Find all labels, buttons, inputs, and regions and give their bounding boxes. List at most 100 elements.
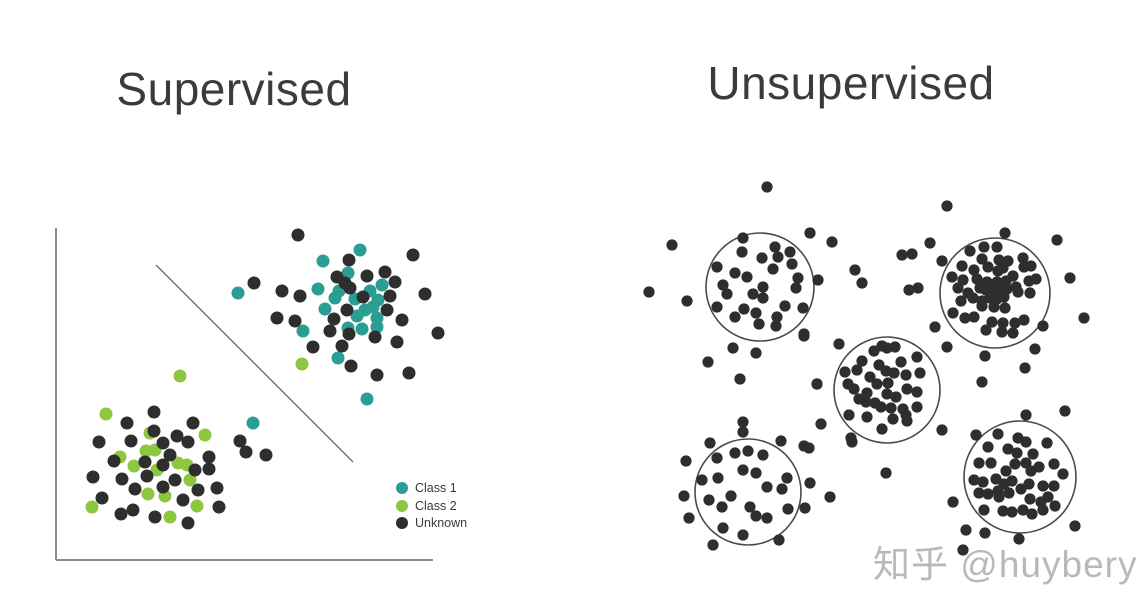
data-point-unknown bbox=[712, 472, 724, 484]
data-point-unknown bbox=[210, 481, 224, 495]
data-point-unknown bbox=[727, 342, 739, 354]
data-point-unknown bbox=[1048, 480, 1060, 492]
data-point-unknown bbox=[804, 477, 816, 489]
data-point-unknown bbox=[147, 424, 161, 438]
data-point-class2 bbox=[141, 487, 155, 501]
data-point-unknown bbox=[181, 435, 195, 449]
data-point-class1 bbox=[328, 291, 342, 305]
data-point-unknown bbox=[779, 300, 791, 312]
data-point-unknown bbox=[736, 246, 748, 258]
data-point-unknown bbox=[156, 458, 170, 472]
data-point-unknown bbox=[786, 258, 798, 270]
data-point-unknown bbox=[952, 282, 964, 294]
data-point-unknown bbox=[833, 338, 845, 350]
data-point-unknown bbox=[1025, 260, 1037, 272]
data-point-unknown bbox=[702, 356, 714, 368]
data-point-unknown bbox=[979, 527, 991, 539]
data-point-class1 bbox=[353, 243, 367, 257]
data-point-unknown bbox=[769, 241, 781, 253]
data-point-unknown bbox=[147, 405, 161, 419]
data-point-unknown bbox=[1024, 287, 1036, 299]
data-point-unknown bbox=[985, 457, 997, 469]
data-point-unknown bbox=[1023, 478, 1035, 490]
data-point-unknown bbox=[761, 481, 773, 493]
cluster-circle bbox=[833, 336, 941, 444]
data-point-unknown bbox=[911, 386, 923, 398]
data-point-class1 bbox=[246, 416, 260, 430]
data-point-unknown bbox=[1069, 520, 1081, 532]
data-point-unknown bbox=[896, 249, 908, 261]
data-point-unknown bbox=[188, 463, 202, 477]
data-point-unknown bbox=[941, 341, 953, 353]
cluster-circle bbox=[694, 438, 802, 546]
legend-label: Unknown bbox=[415, 516, 468, 530]
data-point-unknown bbox=[360, 269, 374, 283]
data-point-unknown bbox=[955, 295, 967, 307]
data-point-unknown bbox=[775, 435, 787, 447]
data-point-unknown bbox=[782, 503, 794, 515]
data-point-unknown bbox=[729, 447, 741, 459]
data-point-unknown bbox=[757, 449, 769, 461]
data-point-unknown bbox=[781, 472, 793, 484]
data-point-unknown bbox=[776, 483, 788, 495]
data-point-unknown bbox=[1009, 458, 1021, 470]
data-point-unknown bbox=[947, 307, 959, 319]
supervised-data-points bbox=[85, 228, 445, 530]
data-point-unknown bbox=[1048, 458, 1060, 470]
data-point-unknown bbox=[1020, 457, 1032, 469]
cluster-circles bbox=[694, 232, 1077, 546]
data-point-unknown bbox=[95, 491, 109, 505]
data-point-unknown bbox=[1017, 252, 1029, 264]
data-point-unknown bbox=[1003, 487, 1015, 499]
data-point-unknown bbox=[799, 502, 811, 514]
data-point-unknown bbox=[717, 279, 729, 291]
data-point-unknown bbox=[911, 401, 923, 413]
data-point-unknown bbox=[395, 313, 409, 327]
data-point-unknown bbox=[750, 347, 762, 359]
data-point-unknown bbox=[967, 292, 979, 304]
data-point-unknown bbox=[1029, 343, 1041, 355]
data-point-unknown bbox=[288, 314, 302, 328]
data-point-unknown bbox=[734, 373, 746, 385]
data-point-unknown bbox=[941, 200, 953, 212]
data-point-unknown bbox=[992, 428, 1004, 440]
data-point-unknown bbox=[977, 476, 989, 488]
legend-dot-icon bbox=[396, 482, 408, 495]
data-point-unknown bbox=[259, 448, 273, 462]
data-point-unknown bbox=[418, 287, 432, 301]
data-point-class1 bbox=[296, 324, 310, 338]
data-point-unknown bbox=[889, 341, 901, 353]
data-point-unknown bbox=[323, 324, 337, 338]
data-point-unknown bbox=[1013, 533, 1025, 545]
supervised-axes bbox=[55, 228, 433, 561]
data-point-unknown bbox=[306, 340, 320, 354]
data-point-unknown bbox=[982, 488, 994, 500]
data-point-unknown bbox=[291, 228, 305, 242]
data-point-unknown bbox=[770, 320, 782, 332]
data-point-unknown bbox=[356, 290, 370, 304]
data-point-unknown bbox=[880, 467, 892, 479]
data-point-unknown bbox=[946, 271, 958, 283]
data-point-unknown bbox=[678, 490, 690, 502]
data-point-class1 bbox=[331, 351, 345, 365]
data-point-unknown bbox=[643, 286, 655, 298]
data-point-unknown bbox=[124, 434, 138, 448]
data-point-unknown bbox=[744, 501, 756, 513]
legend-item: Class 1 bbox=[396, 482, 467, 495]
data-point-unknown bbox=[1019, 362, 1031, 374]
data-point-unknown bbox=[202, 462, 216, 476]
data-point-unknown bbox=[815, 418, 827, 430]
data-point-unknown bbox=[378, 265, 392, 279]
data-point-unknown bbox=[747, 288, 759, 300]
data-point-unknown bbox=[406, 248, 420, 262]
data-point-unknown bbox=[711, 452, 723, 464]
data-point-unknown bbox=[704, 437, 716, 449]
data-point-unknown bbox=[970, 429, 982, 441]
data-point-unknown bbox=[156, 480, 170, 494]
data-point-unknown bbox=[990, 473, 1002, 485]
data-point-unknown bbox=[999, 302, 1011, 314]
data-point-unknown bbox=[1037, 504, 1049, 516]
data-point-unknown bbox=[270, 311, 284, 325]
legend-item: Unknown bbox=[396, 517, 467, 530]
